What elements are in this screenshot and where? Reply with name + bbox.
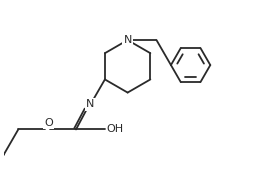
Text: O: O [44,118,53,128]
Text: N: N [86,99,95,109]
Text: OH: OH [106,125,123,135]
Text: N: N [123,35,132,45]
